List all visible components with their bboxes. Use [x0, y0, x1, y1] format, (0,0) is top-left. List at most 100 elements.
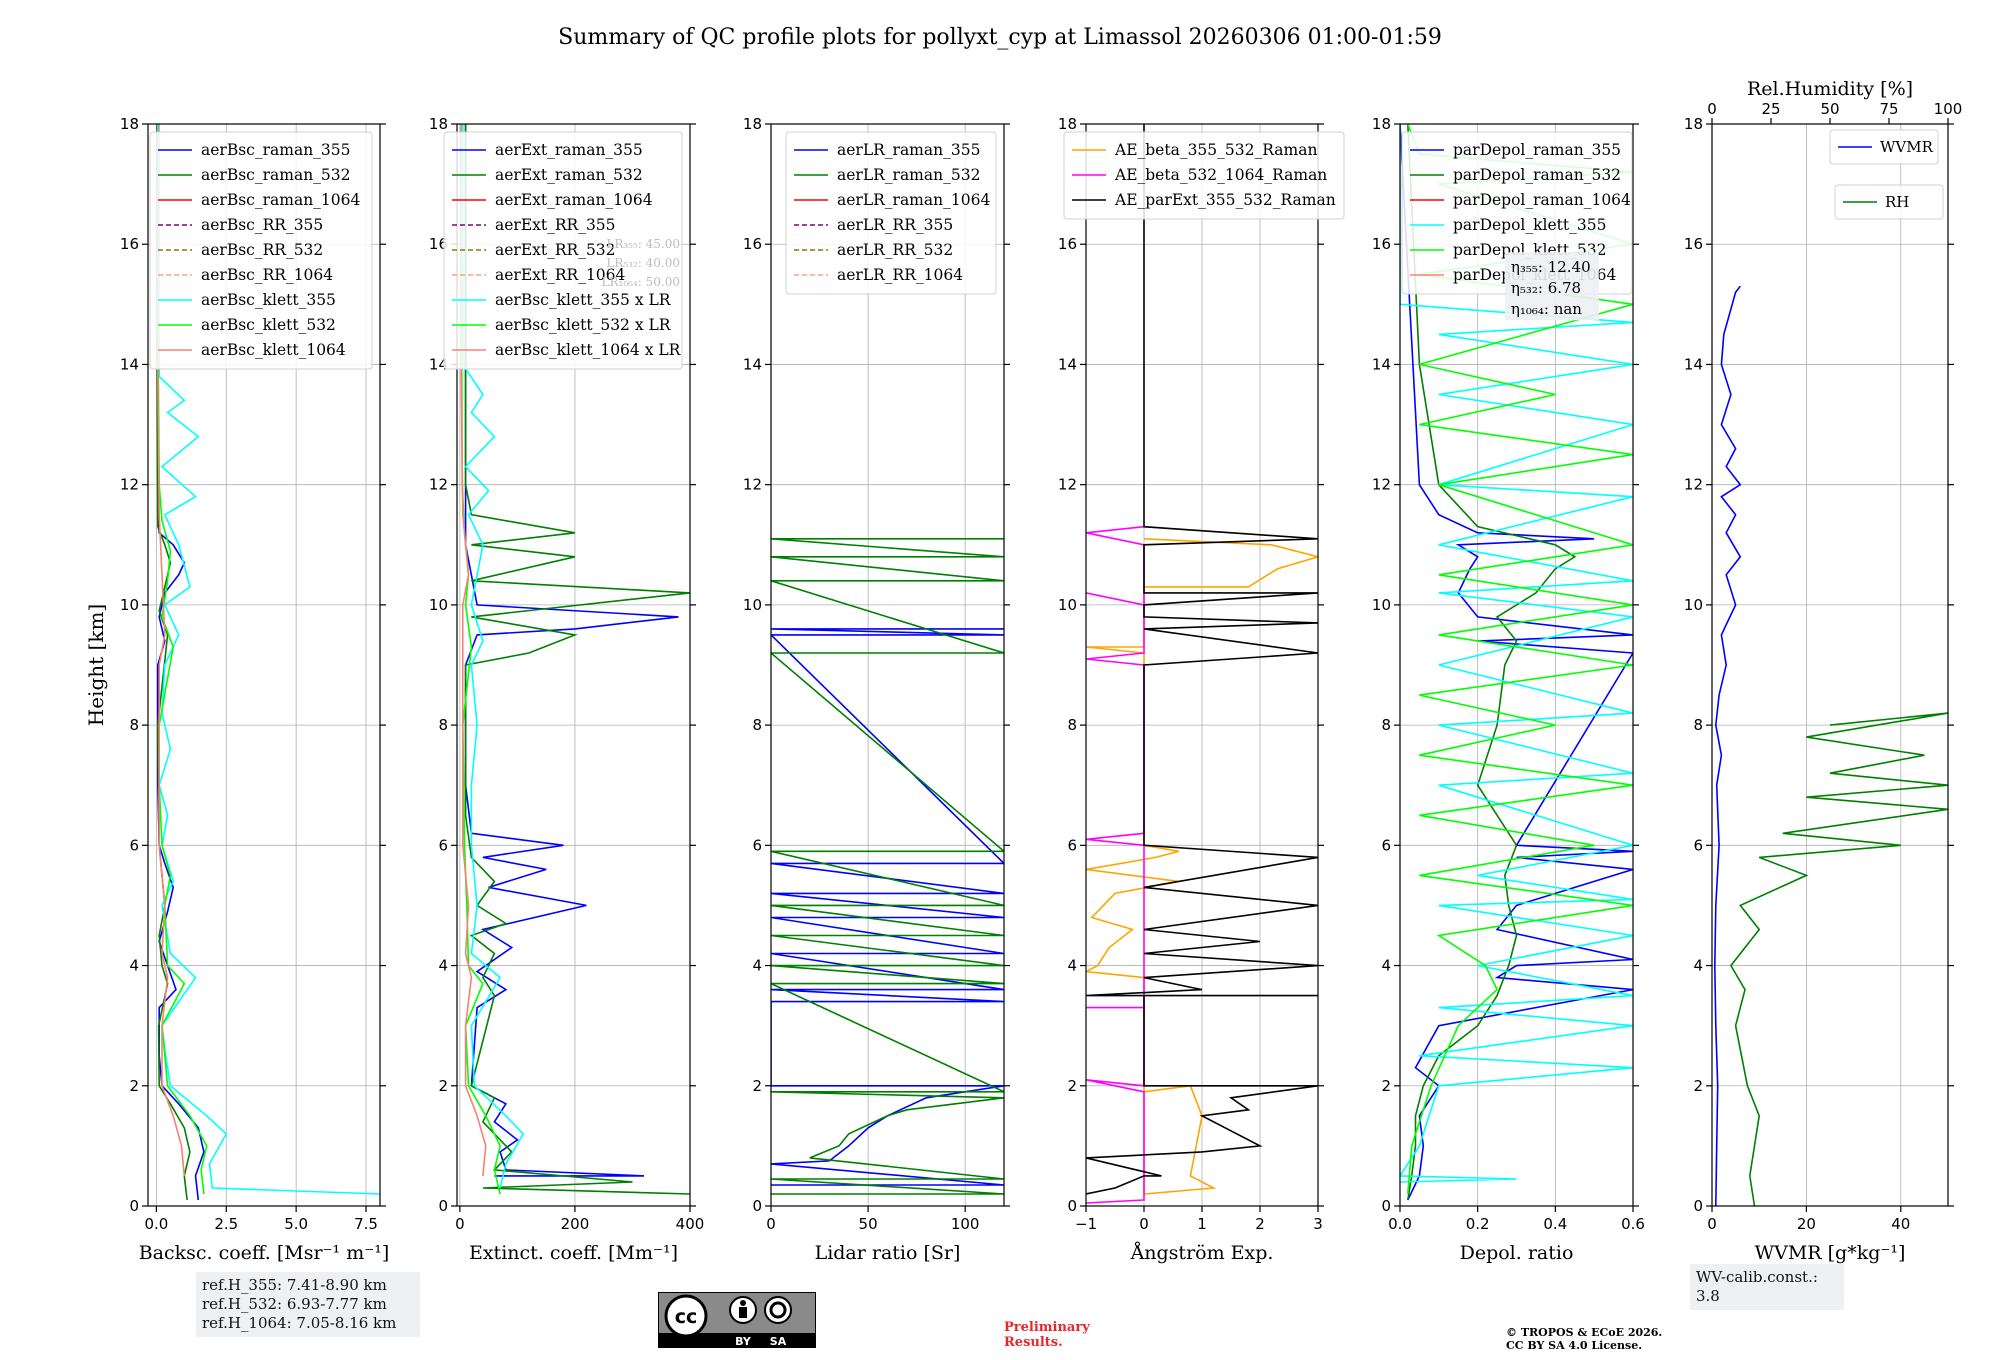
series-group: [156, 124, 380, 1201]
legend-label: aerBsc_RR_1064: [201, 266, 333, 284]
legend-label: aerBsc_RR_532: [201, 241, 323, 259]
ytick-label: 16: [1684, 235, 1703, 253]
legend-label: aerLR_raman_1064: [837, 191, 990, 209]
ytick-label: 10: [120, 596, 139, 614]
xtick-label: 0.0: [1388, 1215, 1412, 1233]
ytick-label: 0: [1693, 1197, 1703, 1215]
xtick-label: −1: [1075, 1215, 1097, 1233]
series-group: [460, 124, 690, 1195]
ytick-label: 2: [752, 1077, 762, 1095]
ytick-label: 4: [1693, 957, 1703, 975]
ytick-label: 14: [1684, 355, 1703, 373]
ytick-label: 12: [429, 476, 448, 494]
ytick-label: 4: [129, 957, 139, 975]
legend-box: [1063, 131, 1345, 220]
wv-calib-text: WV-calib.const.: 3.8: [1696, 1268, 1818, 1305]
xtick-label: 0.4: [1543, 1215, 1567, 1233]
legend-label: AE_parExt_355_532_Raman: [1114, 191, 1336, 209]
top-axis-label: Rel.Humidity [%]: [1747, 78, 1913, 100]
ytick-label: 0: [1067, 1197, 1077, 1215]
legend-box-wvmr: [1829, 129, 1939, 165]
ytick-label: 18: [120, 115, 139, 133]
ytick-label: 14: [429, 355, 448, 373]
xtick-label: 2: [1255, 1215, 1265, 1233]
axes-frame: [147, 123, 381, 1207]
ytick-label: 0: [752, 1197, 762, 1215]
axes-frame: [456, 123, 691, 1207]
top-tick-label: 25: [1761, 100, 1780, 118]
series-line-pardepol-raman-532: [1407, 124, 1577, 1201]
xtick-label: 3: [1313, 1215, 1323, 1233]
panel-ext: 0 2 4 6 8 10 12 14 16 18 0 200 400 Extinct. coeff. [M…: [429, 115, 704, 1264]
ytick-label: 16: [429, 235, 448, 253]
refh-line-532: ref.H_532: 6.93-7.77 km: [202, 1295, 387, 1313]
reference-height-box: ref.H_355: 7.41-8.90 km ref.H_532: 6.93-…: [196, 1272, 420, 1337]
ytick-label: 10: [743, 596, 762, 614]
ytick-label: 10: [1058, 596, 1077, 614]
xtick-label: 100: [951, 1215, 980, 1233]
series-line-aerext-raman-532: [464, 124, 690, 1195]
legend-label: aerBsc_klett_532: [201, 316, 336, 334]
series-line-aerbsc-klett-355-x-lr: [462, 124, 525, 1189]
xtick-label: 7.5: [354, 1215, 378, 1233]
ytick-label: 18: [1684, 115, 1703, 133]
lr-assumption-label: LR₅₃₂: 40.00: [606, 256, 680, 270]
xtick-label: 20: [1797, 1215, 1816, 1233]
ytick-label: 8: [752, 716, 762, 734]
ytick-label: 8: [1693, 716, 1703, 734]
ytick-label: 0: [129, 1197, 139, 1215]
ytick-label: 2: [129, 1077, 139, 1095]
xaxis-label: Ångström Exp.: [1130, 1242, 1274, 1264]
ytick-label: 4: [1067, 957, 1077, 975]
top-tick-label: 0: [1707, 100, 1717, 118]
xtick-label: 5.0: [284, 1215, 308, 1233]
cc-by-sa-badge: cc BY SA: [658, 1292, 816, 1348]
ytick-label: 8: [1381, 716, 1391, 734]
legend-label: aerExt_RR_355: [495, 216, 616, 234]
ytick-label: 12: [120, 476, 139, 494]
axes-frame: [770, 123, 1005, 1207]
legend-label: aerExt_raman_532: [495, 166, 643, 184]
eta-label: η₃₅₅: 12.40: [1511, 258, 1591, 276]
eta-box: [1504, 252, 1599, 321]
axes-frame: [1711, 123, 1949, 1207]
xtick-label: 40: [1891, 1215, 1910, 1233]
preliminary-line-1: Preliminary: [1004, 1320, 1090, 1335]
series-line-rh: [1729, 712, 1948, 1206]
series-line-aerbsc-klett-532: [157, 124, 208, 1195]
series-line-aerbsc-klett-355: [158, 124, 380, 1195]
ytick-label: 6: [1381, 836, 1391, 854]
lr-assumption-label: LR₃₅₅: 45.00: [606, 237, 680, 251]
yaxis-label: Height [km]: [84, 604, 108, 726]
xtick-label: 400: [676, 1215, 705, 1233]
legend-label: aerLR_raman_355: [837, 141, 980, 159]
ytick-label: 8: [1067, 716, 1077, 734]
xtick-label: 50: [859, 1215, 878, 1233]
copyright-note: © TROPOS & ECoE 2026. CC BY SA 4.0 Licen…: [1506, 1326, 1662, 1352]
legend-label: aerExt_RR_1064: [495, 266, 626, 284]
copyright-line-2: CC BY SA 4.0 License.: [1506, 1339, 1643, 1352]
panel-bsc: 0 2 4 6 8 10 12 14 16 18 0.0 2.5 5.0 7.5 Backsc. coeff…: [84, 115, 389, 1264]
legend-label: aerLR_RR_355: [837, 216, 953, 234]
ytick-label: 12: [1058, 476, 1077, 494]
ytick-label: 0: [1381, 1197, 1391, 1215]
ytick-label: 2: [438, 1077, 448, 1095]
xaxis-label: Depol. ratio: [1460, 1242, 1574, 1264]
ytick-label: 14: [743, 355, 762, 373]
copyright-line-1: © TROPOS & ECoE 2026.: [1506, 1326, 1663, 1339]
legend-box-rh: [1834, 184, 1944, 220]
series-line-pardepol-klett-355: [1400, 124, 1633, 1183]
ytick-label: 16: [120, 235, 139, 253]
preliminary-line-2: Results.: [1004, 1335, 1063, 1350]
legend-label: aerBsc_raman_355: [201, 141, 351, 159]
legend-label: aerBsc_klett_355: [201, 291, 336, 309]
legend-label: WVMR: [1880, 138, 1934, 156]
ytick-label: 6: [1067, 836, 1077, 854]
legend-label: aerExt_raman_355: [495, 141, 643, 159]
xtick-label: 0: [455, 1215, 465, 1233]
ytick-label: 8: [129, 716, 139, 734]
series-group: [1713, 285, 1948, 1206]
series-group: [1086, 124, 1318, 1204]
figure-title: Summary of QC profile plots for pollyxt_…: [558, 25, 1442, 50]
